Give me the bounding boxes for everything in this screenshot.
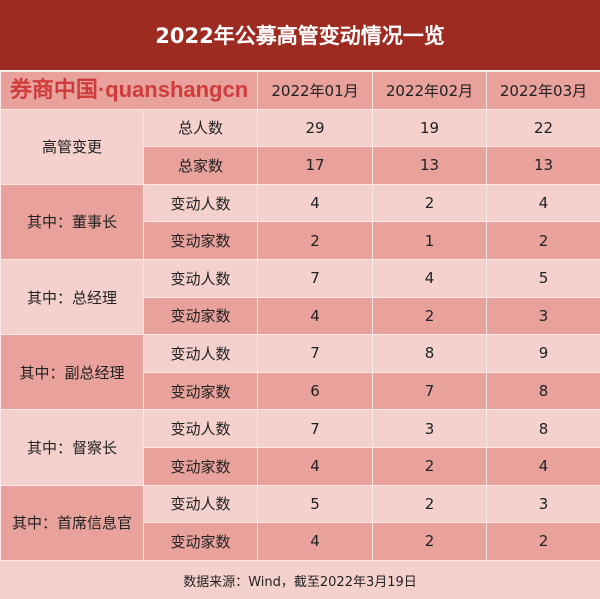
value-cell: 5: [486, 258, 600, 298]
value-cell: 1: [372, 221, 487, 260]
value-cell: 2: [257, 221, 373, 260]
page-title: 2022年公募高管变动情况一览: [0, 0, 600, 70]
value-cell: 13: [486, 146, 600, 185]
value-cell: 9: [486, 334, 600, 373]
value-cell: 19: [372, 108, 487, 148]
table-row: 变动家数 2 1 2: [1, 221, 600, 260]
table-row: 其中：总经理 变动人数 7 4 5: [0, 258, 600, 336]
value-cell: 2: [486, 522, 600, 561]
table-row: 其中：董事长 变动人数 4 2 4: [0, 183, 600, 260]
metric-label: 变动人数: [143, 258, 258, 298]
value-cell: 6: [257, 371, 373, 411]
group-label: 其中：总经理: [0, 258, 144, 336]
value-cell: 2: [372, 484, 487, 524]
value-cell: 4: [257, 522, 373, 561]
value-cell: 2: [372, 522, 487, 561]
value-cell: 4: [486, 446, 600, 486]
watermark: 券商中国·quanshangcn: [9, 77, 249, 103]
data-table: 券商中国·quanshangcn 2022年01月 2022年02月 2022年03月…: [0, 71, 600, 561]
metric-label: 变动人数: [143, 484, 258, 524]
value-cell: 4: [257, 183, 373, 223]
table-row: 其中：督察长 变动人数 7 3 8: [0, 409, 600, 486]
value-cell: 4: [257, 446, 373, 486]
value-cell: 5: [257, 484, 373, 524]
value-cell: 7: [372, 371, 487, 411]
table-row: 变动家数 4 2 2: [1, 522, 600, 561]
value-cell: 4: [372, 258, 487, 298]
value-cell: 29: [257, 108, 373, 148]
metric-label: 变动人数: [143, 409, 258, 448]
group-label: 其中：首席信息官: [0, 484, 144, 561]
table-row: 变动家数 4 2 4: [1, 446, 600, 486]
table-row: 总家数 17 13 13: [1, 146, 600, 185]
value-cell: 17: [257, 146, 373, 185]
source-footer: 数据来源：Wind，截至2022年3月19日: [0, 561, 600, 599]
metric-label: 变动人数: [143, 334, 258, 373]
metric-label: 变动家数: [143, 522, 258, 561]
value-cell: 2: [372, 446, 487, 486]
value-cell: 7: [257, 409, 373, 448]
table-row: 变动家数 6 7 8: [1, 371, 600, 411]
group-label: 其中：督察长: [0, 409, 144, 486]
column-header: 2022年02月: [372, 71, 487, 110]
value-cell: 2: [372, 183, 487, 223]
group-label: 高管变更: [0, 108, 144, 185]
column-header: 2022年01月: [257, 71, 373, 110]
column-header: 2022年03月: [486, 71, 600, 110]
value-cell: 8: [372, 334, 487, 373]
header-row: 券商中国·quanshangcn 2022年01月 2022年02月 2022年03月: [0, 71, 600, 110]
value-cell: 7: [257, 258, 373, 298]
metric-label: 变动家数: [143, 371, 258, 411]
metric-label: 总人数: [143, 108, 258, 148]
table-row: 变动家数 4 2 3: [1, 296, 600, 336]
value-cell: 4: [486, 183, 600, 223]
value-cell: 3: [486, 296, 600, 336]
metric-label: 变动人数: [143, 183, 258, 223]
value-cell: 7: [257, 334, 373, 373]
group-label: 其中：董事长: [0, 183, 144, 260]
value-cell: 2: [486, 221, 600, 260]
metric-label: 变动家数: [143, 446, 258, 486]
value-cell: 22: [486, 108, 600, 148]
metric-label: 变动家数: [143, 296, 258, 336]
header-blank: 券商中国·quanshangcn: [0, 71, 258, 110]
metric-label: 总家数: [143, 146, 258, 185]
table-row: 其中：副总经理 变动人数 7 8 9: [0, 334, 600, 411]
group-label: 其中：副总经理: [0, 334, 144, 411]
value-cell: 2: [372, 296, 487, 336]
value-cell: 4: [257, 296, 373, 336]
metric-label: 变动家数: [143, 221, 258, 260]
value-cell: 3: [372, 409, 487, 448]
value-cell: 8: [486, 409, 600, 448]
value-cell: 13: [372, 146, 487, 185]
table-row: 其中：首席信息官 变动人数 5 2 3: [0, 484, 600, 561]
value-cell: 8: [486, 371, 600, 411]
table-row: 高管变更 总人数 29 19 22: [0, 108, 600, 185]
value-cell: 3: [486, 484, 600, 524]
